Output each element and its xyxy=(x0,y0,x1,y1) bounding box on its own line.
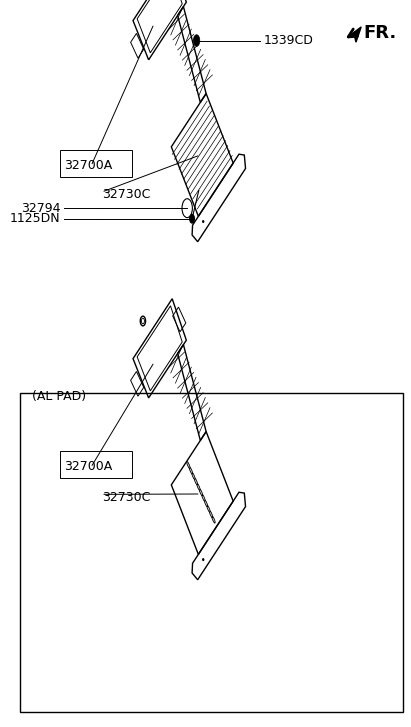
Ellipse shape xyxy=(189,467,193,474)
Ellipse shape xyxy=(192,473,195,480)
Text: (AL PAD): (AL PAD) xyxy=(32,390,86,403)
Text: 32730C: 32730C xyxy=(102,188,150,201)
Ellipse shape xyxy=(197,483,200,491)
Circle shape xyxy=(194,35,200,47)
Ellipse shape xyxy=(187,462,190,469)
Circle shape xyxy=(189,214,194,223)
Ellipse shape xyxy=(199,489,203,496)
Text: 32700A: 32700A xyxy=(64,158,113,172)
Text: 1125DN: 1125DN xyxy=(9,212,60,225)
Text: 32700A: 32700A xyxy=(64,460,113,473)
Ellipse shape xyxy=(202,494,205,502)
Text: 32730C: 32730C xyxy=(102,491,150,504)
Text: FR.: FR. xyxy=(363,24,397,41)
Ellipse shape xyxy=(212,516,215,523)
Ellipse shape xyxy=(204,499,208,507)
Polygon shape xyxy=(353,27,361,42)
Ellipse shape xyxy=(207,505,210,513)
Text: 32794: 32794 xyxy=(21,201,60,214)
Ellipse shape xyxy=(209,510,212,518)
Ellipse shape xyxy=(194,478,198,485)
Text: 1339CD: 1339CD xyxy=(263,34,314,47)
